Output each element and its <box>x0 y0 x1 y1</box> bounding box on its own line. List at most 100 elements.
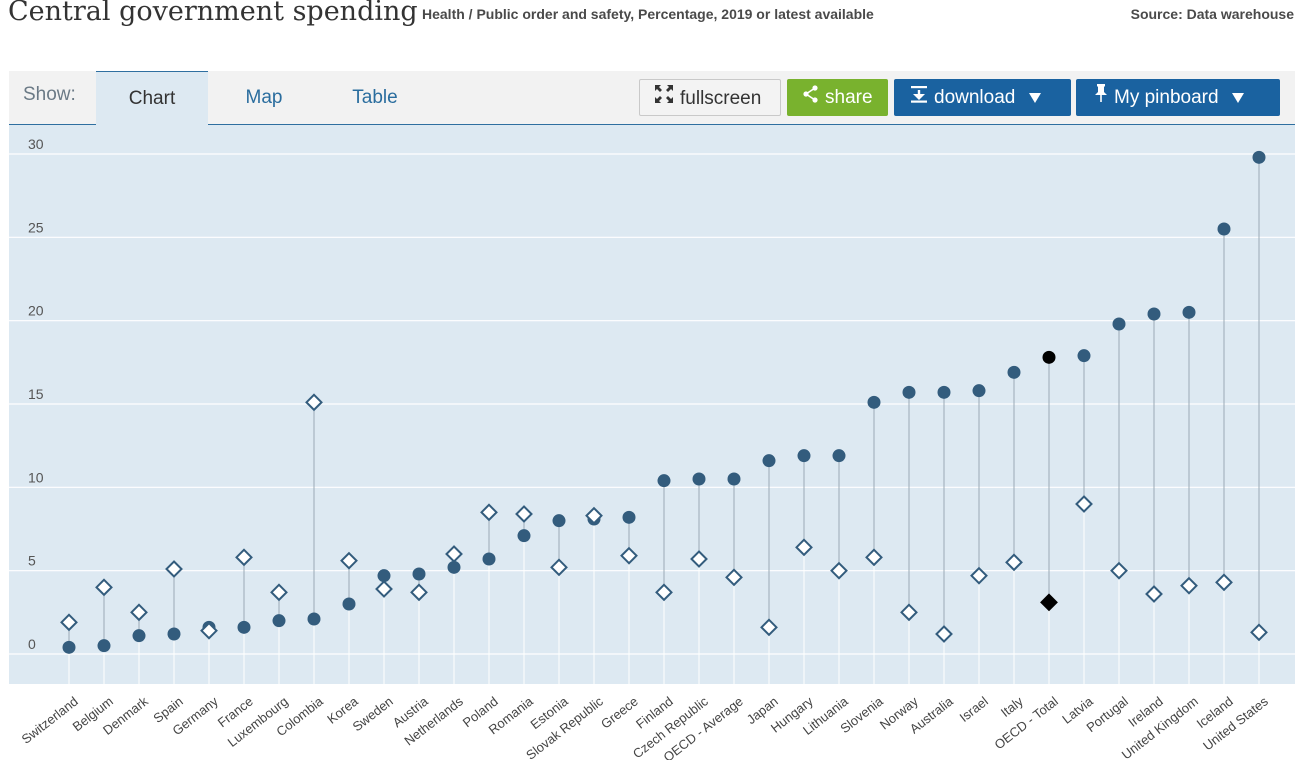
circle-point[interactable] <box>1217 222 1231 236</box>
circle-point[interactable] <box>867 395 881 409</box>
x-tick-label: OECD - Total <box>991 693 1060 752</box>
fullscreen-label: fullscreen <box>680 88 762 109</box>
circle-point[interactable] <box>412 567 426 581</box>
diamond-point[interactable] <box>970 566 988 585</box>
caret-down-icon <box>1028 79 1041 116</box>
diamond-point[interactable] <box>1005 553 1023 572</box>
diamond-point[interactable] <box>900 603 918 622</box>
tab-map[interactable]: Map <box>245 87 283 108</box>
diamond-point[interactable] <box>760 618 778 637</box>
diamond-point[interactable] <box>130 603 148 622</box>
pin-icon <box>1094 79 1108 116</box>
circle-point[interactable] <box>797 449 811 463</box>
circle-point[interactable] <box>272 614 286 628</box>
circle-point[interactable] <box>62 640 76 654</box>
diamond-point[interactable] <box>620 546 638 565</box>
circle-point[interactable] <box>692 472 706 486</box>
diamond-point[interactable] <box>725 568 743 587</box>
download-icon <box>910 79 928 116</box>
y-tick-label: 5 <box>28 553 36 569</box>
diamond-point[interactable] <box>655 583 673 602</box>
y-tick-label: 15 <box>28 386 44 402</box>
circle-point[interactable] <box>447 560 461 574</box>
diamond-point[interactable] <box>935 625 953 643</box>
download-label: download <box>934 87 1016 108</box>
circle-point[interactable] <box>832 449 846 463</box>
y-tick-label: 30 <box>28 136 44 152</box>
circle-point[interactable] <box>1007 365 1021 379</box>
diamond-point[interactable] <box>305 393 323 412</box>
diamond-point[interactable] <box>550 558 568 577</box>
diamond-point[interactable] <box>1075 495 1093 513</box>
diamond-point[interactable] <box>235 548 253 567</box>
circle-point[interactable] <box>1112 317 1126 331</box>
circle-point[interactable] <box>937 385 951 399</box>
diamond-point[interactable] <box>865 548 883 567</box>
circle-point[interactable] <box>1182 305 1196 319</box>
circle-point[interactable] <box>972 384 986 398</box>
circle-point[interactable] <box>1042 350 1056 364</box>
diamond-point[interactable] <box>795 538 813 557</box>
fullscreen-button[interactable]: fullscreen <box>639 79 781 116</box>
share-label: share <box>825 87 873 108</box>
diamond-point[interactable] <box>480 503 498 522</box>
diamond-point[interactable] <box>1040 593 1058 612</box>
source-label: Source: Data warehouse <box>1130 6 1294 22</box>
x-tick-label: Israel <box>957 693 991 724</box>
circle-point[interactable] <box>552 514 566 528</box>
tab-table[interactable]: Table <box>352 87 398 108</box>
circle-point[interactable] <box>377 569 391 583</box>
pinboard-label: My pinboard <box>1114 87 1219 108</box>
circle-point[interactable] <box>517 529 531 543</box>
circle-point[interactable] <box>622 510 636 524</box>
y-tick-label: 25 <box>28 219 44 235</box>
diamond-point[interactable] <box>200 621 218 640</box>
diamond-point[interactable] <box>515 505 533 523</box>
circle-point[interactable] <box>237 620 251 634</box>
expand-icon <box>654 80 674 117</box>
header: Central government spending Health / Pub… <box>0 0 1298 40</box>
y-tick-label: 20 <box>28 303 44 319</box>
circle-point[interactable] <box>132 629 146 643</box>
diamond-point[interactable] <box>1250 623 1268 642</box>
circle-point[interactable] <box>1252 150 1266 164</box>
circle-point[interactable] <box>482 552 496 566</box>
y-tick-label: 0 <box>28 636 36 652</box>
download-button[interactable]: download <box>894 79 1071 116</box>
circle-point[interactable] <box>342 597 356 611</box>
circle-point[interactable] <box>167 627 181 641</box>
diamond-point[interactable] <box>60 613 78 632</box>
x-tick-label: Greece <box>598 694 641 732</box>
circle-point[interactable] <box>727 472 741 486</box>
diamond-point[interactable] <box>1215 573 1233 592</box>
diamond-point[interactable] <box>690 550 708 568</box>
diamond-point[interactable] <box>270 583 288 602</box>
diamond-point[interactable] <box>1145 585 1163 603</box>
diamond-point[interactable] <box>830 561 848 580</box>
circle-point[interactable] <box>307 612 321 626</box>
chart-subtitle: Health / Public order and safety, Percen… <box>422 6 874 22</box>
diamond-point[interactable] <box>1180 576 1198 595</box>
share-button[interactable]: share <box>787 79 888 116</box>
circle-point[interactable] <box>1077 349 1091 363</box>
diamond-point[interactable] <box>375 580 393 598</box>
circle-point[interactable] <box>762 454 776 468</box>
caret-down-icon <box>1231 79 1244 116</box>
pinboard-button[interactable]: My pinboard <box>1076 79 1280 116</box>
diamond-point[interactable] <box>1110 561 1128 580</box>
diamond-point[interactable] <box>585 506 603 525</box>
x-tick-label: Sweden <box>350 694 396 735</box>
circle-point[interactable] <box>1147 307 1161 321</box>
diamond-point[interactable] <box>445 545 463 563</box>
diamond-point[interactable] <box>340 551 358 570</box>
circle-point[interactable] <box>657 474 671 488</box>
diamond-point[interactable] <box>410 583 428 602</box>
circle-point[interactable] <box>97 639 111 653</box>
diamond-point[interactable] <box>95 578 113 597</box>
share-icon <box>803 79 819 116</box>
view-toolbar: Show: Chart Map Table fullscreen share d… <box>9 71 1295 126</box>
tab-chart[interactable]: Chart <box>96 71 208 126</box>
circle-point[interactable] <box>902 385 916 399</box>
diamond-point[interactable] <box>165 560 183 578</box>
